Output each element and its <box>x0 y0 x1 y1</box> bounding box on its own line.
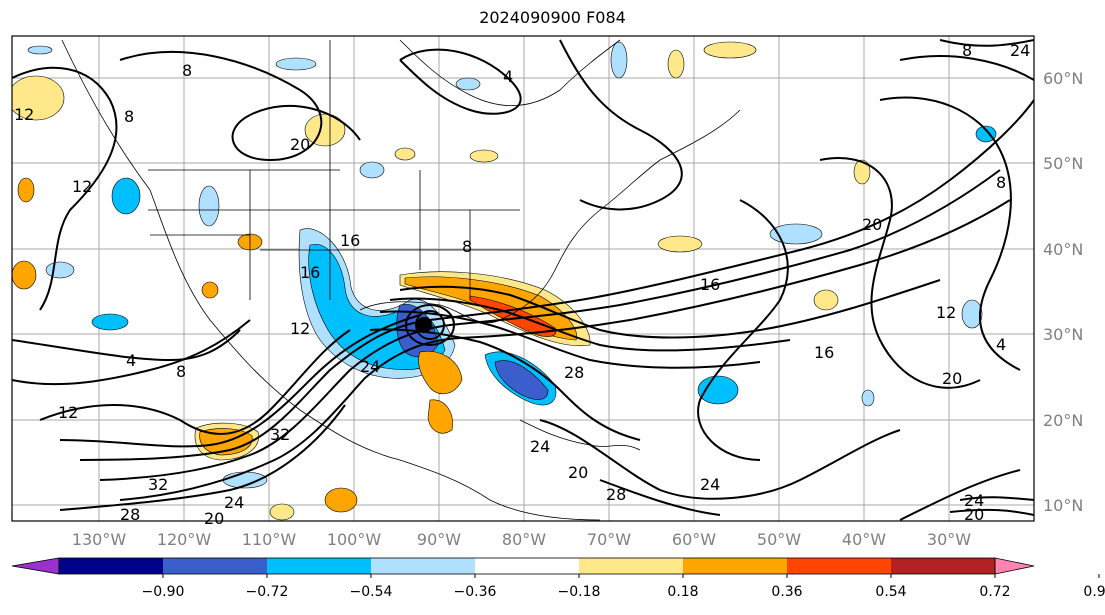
map-area <box>12 36 1034 521</box>
contour-label: 12 <box>58 403 78 422</box>
lat-label: 20°N <box>1043 411 1083 430</box>
contour-label: 20 <box>568 463 588 482</box>
contour-label: 20 <box>942 369 962 388</box>
colorbar-extend-low <box>11 557 60 575</box>
gridlines <box>12 36 1034 521</box>
colorbar-tick-label: 0.54 <box>875 584 906 600</box>
lon-label: 130°W <box>72 530 127 549</box>
lat-label: 10°N <box>1043 496 1083 515</box>
contour-label: 28 <box>120 505 140 524</box>
colorbar-tick-label: −0.72 <box>246 584 289 600</box>
contour-label: 32 <box>270 425 290 444</box>
colorbar-tick-label: −0.90 <box>142 584 185 600</box>
contour-label: 24 <box>360 357 380 376</box>
colorbar-tick-labels: −0.90 −0.72 −0.54 −0.36 −0.18 0.18 0.36 0.54 0.7… <box>142 574 1105 600</box>
colorbar-segment <box>683 558 787 574</box>
contour-label: 24 <box>700 475 720 494</box>
lat-label: 40°N <box>1043 240 1083 259</box>
colorbar-tick-label: −0.36 <box>454 584 497 600</box>
colorbar-segment <box>579 558 683 574</box>
colorbar-tick-label: 0.18 <box>667 584 698 600</box>
contour-label: 20 <box>290 135 310 154</box>
colorbar-segment <box>475 558 579 574</box>
lon-label: 50°W <box>757 530 801 549</box>
colorbar-segment <box>59 558 163 574</box>
contour-label: 28 <box>606 485 626 504</box>
contour-label: 12 <box>72 177 92 196</box>
contour-label: 24 <box>530 437 550 456</box>
lon-label: 100°W <box>327 530 382 549</box>
contour-label: 8 <box>124 107 134 126</box>
contour-label: 8 <box>462 237 472 256</box>
contour-label: 16 <box>814 343 834 362</box>
lat-label: 30°N <box>1043 325 1083 344</box>
storm-center-marker <box>416 317 432 333</box>
colorbar-extend-high <box>994 557 1035 575</box>
colorbar-segment <box>787 558 891 574</box>
lon-label: 70°W <box>587 530 631 549</box>
contour-label: 4 <box>996 335 1006 354</box>
contour-label: 24 <box>1010 41 1030 60</box>
contour-label: 20 <box>964 505 984 524</box>
contour-labels: 8 4 8 20 12 12 8 16 16 12 4 8 12 32 32 2… <box>14 41 1030 528</box>
lon-label: 30°W <box>927 530 971 549</box>
contour-label: 12 <box>290 319 310 338</box>
contour-label: 20 <box>862 215 882 234</box>
lon-label: 60°W <box>672 530 716 549</box>
colorbar-tick-label: −0.18 <box>558 584 601 600</box>
contour-label: 8 <box>996 173 1006 192</box>
colorbar-segment <box>267 558 371 574</box>
lon-label: 90°W <box>417 530 461 549</box>
longitude-labels: 130°W 120°W 110°W 100°W 90°W 80°W 70°W 6… <box>72 530 971 549</box>
lon-label: 120°W <box>157 530 212 549</box>
contour-label: 16 <box>340 231 360 250</box>
colorbar-tick-label: −0.54 <box>350 584 393 600</box>
latitude-labels: 60°N 50°N 40°N 30°N 20°N 10°N <box>1043 69 1083 515</box>
contour-label: 8 <box>182 61 192 80</box>
colorbar-outline <box>58 557 996 575</box>
lat-label: 60°N <box>1043 69 1083 88</box>
contour-label: 8 <box>962 41 972 60</box>
lon-label: 40°W <box>842 530 886 549</box>
contour-label: 4 <box>126 351 136 370</box>
colorbar-tick-label: 0.72 <box>979 584 1010 600</box>
colorbar <box>11 557 1035 575</box>
lon-label: 110°W <box>242 530 297 549</box>
map-border <box>11 35 1035 522</box>
contour-label: 16 <box>300 263 320 282</box>
contour-label: 12 <box>14 105 34 124</box>
contour-label: 20 <box>204 509 224 528</box>
colorbar-segment <box>371 558 475 574</box>
colorbar-segment <box>891 558 995 574</box>
colorbar-segment <box>163 558 267 574</box>
colorbar-tick-label: 0.90 <box>1083 584 1105 600</box>
lon-label: 80°W <box>502 530 546 549</box>
contour-label: 12 <box>936 303 956 322</box>
colorbar-tick-label: 0.36 <box>771 584 802 600</box>
lat-label: 50°N <box>1043 154 1083 173</box>
contour-label: 8 <box>176 362 186 381</box>
contour-label: 24 <box>224 493 244 512</box>
contour-label: 24 <box>964 491 984 510</box>
map-title: 2024090900 F084 <box>479 8 626 27</box>
contours <box>12 39 1034 521</box>
contour-label: 28 <box>564 363 584 382</box>
contour-label: 4 <box>503 67 513 86</box>
contour-label: 32 <box>148 475 168 494</box>
contour-label: 16 <box>700 275 720 294</box>
